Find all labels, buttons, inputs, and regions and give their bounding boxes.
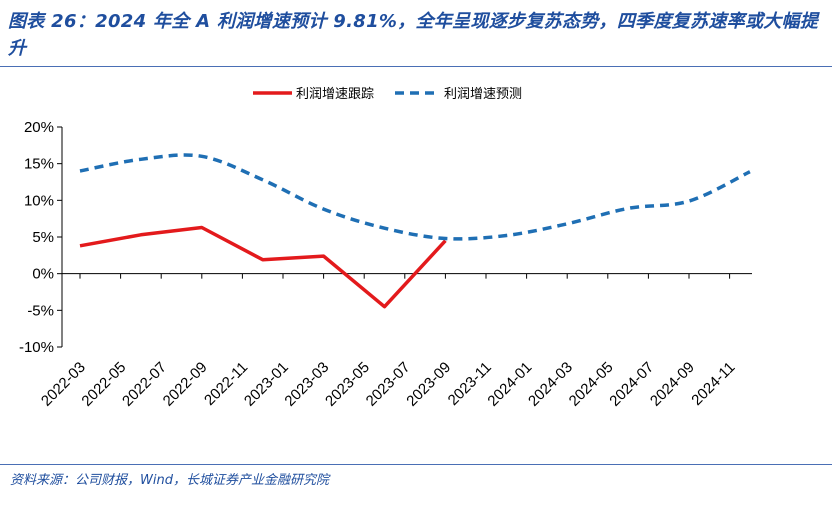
- x-tick-label: 2023-07: [363, 359, 414, 410]
- x-tick-label: 2022-05: [78, 359, 129, 410]
- series-line-forecast: [79, 153, 751, 241]
- y-tick-label: -10%: [19, 339, 54, 356]
- x-tick-label: 2022-07: [119, 359, 170, 410]
- x-tick-label: 2024-01: [484, 359, 535, 410]
- x-tick-label: 2022-09: [160, 359, 211, 410]
- series-lines: [79, 153, 751, 309]
- y-tick-label: 10%: [24, 192, 54, 209]
- legend-label-forecast: 利润增速预测: [444, 87, 522, 102]
- top-divider: [0, 66, 832, 67]
- y-tick-label: 5%: [32, 229, 54, 246]
- x-tick-label: 2024-05: [566, 359, 617, 410]
- chart-title: 图表 26：2024 年全 A 利润增速预计 9.81%，全年呈现逐步复苏态势，…: [8, 11, 819, 59]
- x-tick-label: 2023-01: [241, 359, 292, 410]
- y-axis: 20% 15% 10% 5% 0% -5% -10%: [19, 119, 63, 356]
- x-tick-label: 2024-03: [525, 359, 576, 410]
- y-tick-label: 15%: [24, 156, 54, 173]
- x-tick-label: 2023-03: [281, 359, 332, 410]
- source-note: 资料来源：公司财报，Wind，长城证券产业金融研究院: [10, 473, 329, 488]
- legend: 利润增速跟踪 利润增速预测: [253, 87, 522, 102]
- x-tick-label: 2024-11: [688, 359, 738, 409]
- x-tick-label: 2023-09: [403, 359, 454, 410]
- y-tick-label: 20%: [24, 119, 54, 136]
- line-chart: 利润增速跟踪 利润增速预测 20% 15% 10% 5% 0% -5% -10% 2022-0…: [19, 87, 752, 410]
- y-tick-label: -5%: [27, 302, 54, 319]
- bottom-divider: [0, 464, 832, 465]
- x-tick-label: 2024-07: [606, 359, 657, 410]
- x-tick-label: 2024-09: [647, 359, 698, 410]
- x-tick-label: 2022-03: [38, 359, 89, 410]
- x-tick-label: 2023-05: [322, 359, 373, 410]
- series-line-tracking: [79, 225, 447, 309]
- y-tick-label: 0%: [32, 266, 54, 283]
- legend-label-tracking: 利润增速跟踪: [296, 87, 374, 102]
